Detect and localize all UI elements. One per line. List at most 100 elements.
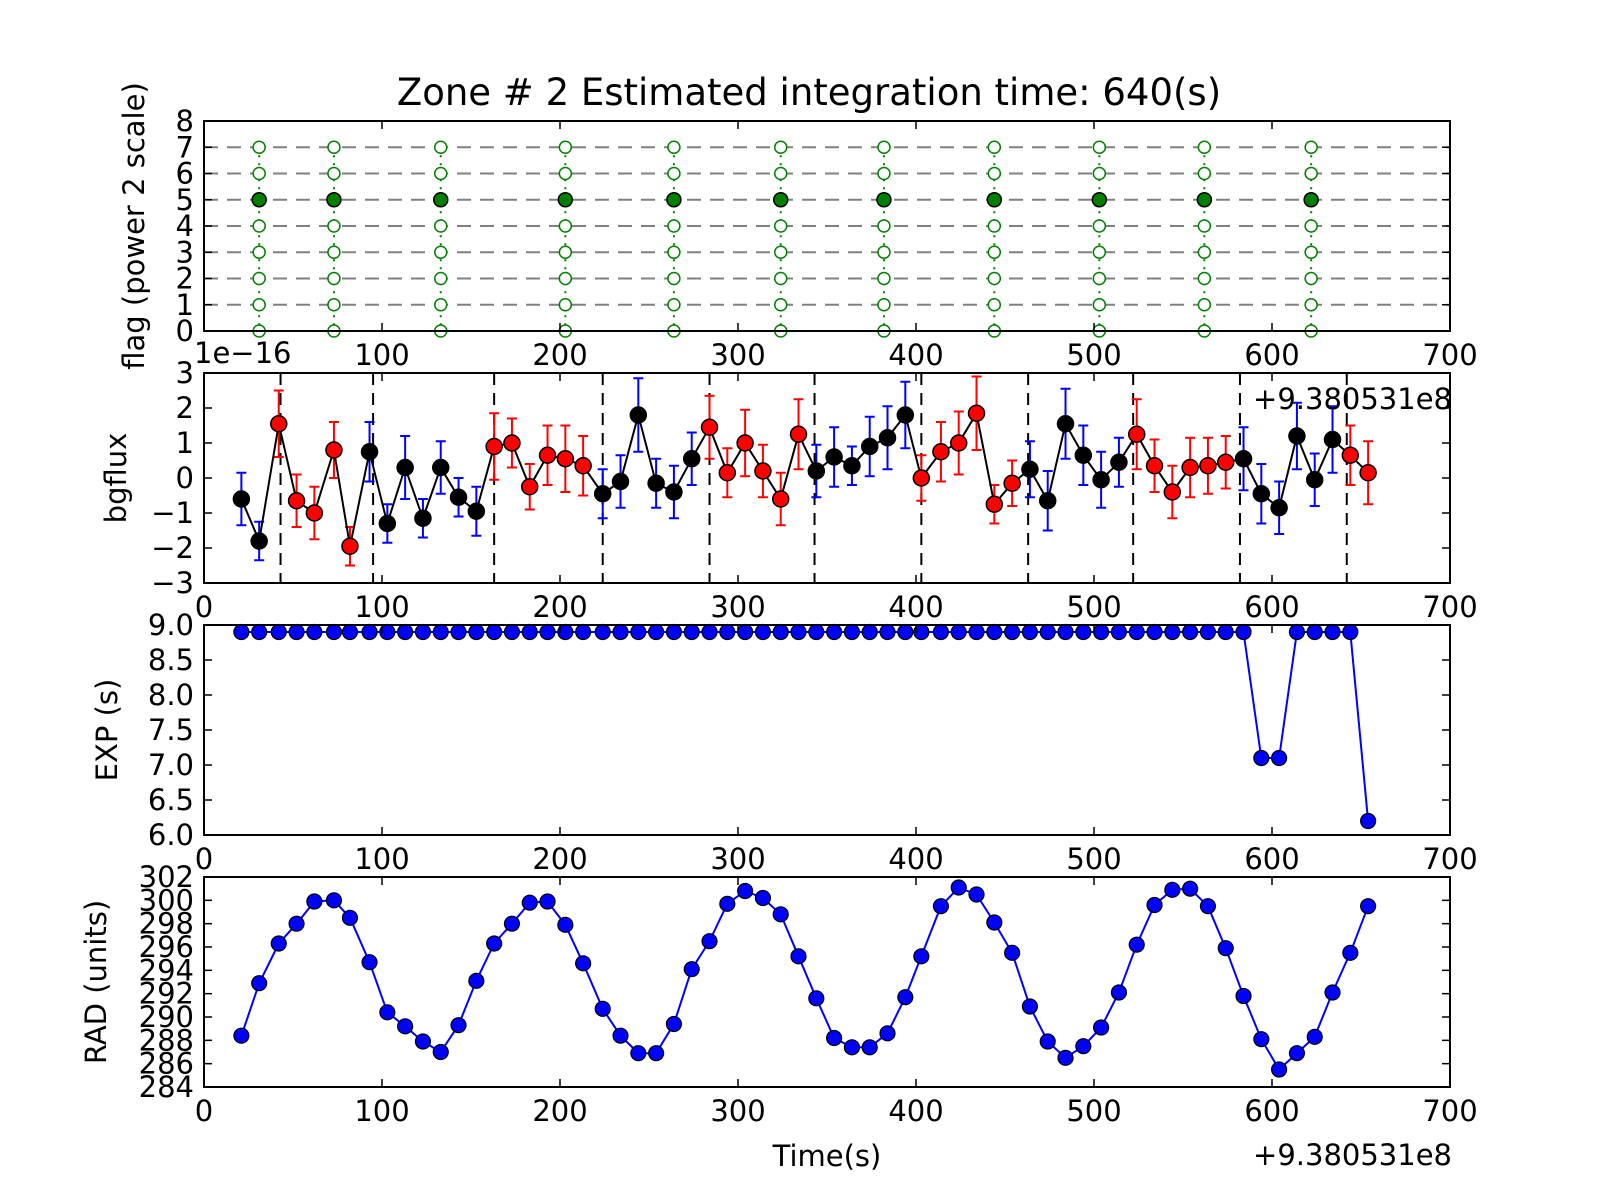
bgflux-point	[878, 429, 897, 447]
exp-point	[1164, 623, 1181, 641]
flag-unset-marker	[252, 219, 266, 233]
x-tick-label: 200	[532, 1094, 587, 1128]
exp-point	[1360, 812, 1377, 830]
y-tick-label: 288	[139, 1023, 194, 1057]
flag-unset-marker	[1304, 166, 1318, 181]
rad-point	[1110, 984, 1128, 1001]
bgflux-point	[1181, 458, 1199, 477]
y-tick-label: 4	[176, 209, 194, 243]
bgflux-point	[1127, 425, 1146, 443]
rad-point	[1235, 987, 1252, 1005]
exp-point	[701, 623, 718, 641]
y-tick-label: 0	[176, 461, 194, 495]
rad-point	[575, 955, 592, 972]
flag-unset-marker	[667, 140, 681, 154]
exp-point	[1021, 623, 1039, 641]
bgflux-point	[396, 458, 414, 477]
flag-unset-marker	[987, 140, 1002, 154]
bgflux-point	[341, 537, 359, 555]
bgflux-point	[912, 469, 931, 487]
bgflux-point	[1199, 457, 1217, 475]
x-tick-label: 700	[1422, 1094, 1477, 1128]
x-tick-label: 700	[1422, 338, 1477, 372]
rad-x-ticks: 0 100 200 300 400 500 600 700	[195, 877, 1478, 1128]
x-tick-label: 100	[354, 1094, 409, 1128]
flag-unset-marker	[667, 166, 681, 181]
y-tick-label: 296	[139, 930, 194, 964]
flag-unset-marker	[327, 298, 341, 312]
bgflux-markers	[232, 404, 1377, 555]
exp-point	[1110, 623, 1128, 641]
exp-point	[1324, 623, 1341, 641]
rad-axes-frame	[203, 876, 1451, 1088]
bgflux-point	[1270, 499, 1288, 517]
rad-point	[325, 892, 343, 909]
rad-point	[1360, 898, 1377, 915]
flag-unset-marker	[877, 271, 891, 286]
flag-unset-marker	[252, 140, 266, 154]
exp-point	[950, 623, 967, 641]
flag-unset-marker	[877, 245, 891, 259]
bgflux-point	[1038, 492, 1057, 510]
flag-unset-marker	[667, 271, 681, 286]
rad-point	[486, 935, 503, 952]
flag-unset-marker	[433, 219, 448, 233]
bgflux-point	[985, 495, 1004, 513]
exp-point	[251, 623, 268, 641]
bgflux-point	[1252, 485, 1271, 503]
flag-x-ticks: 100 200 300 400 500 600 700	[354, 121, 1478, 372]
flag-unset-marker	[433, 140, 448, 154]
exp-point	[1146, 623, 1163, 641]
bgflux-point	[1323, 430, 1342, 449]
rad-point	[843, 1039, 861, 1056]
rad-point	[288, 915, 305, 932]
exp-point	[861, 623, 878, 641]
rad-point	[1146, 896, 1163, 914]
bgflux-point	[682, 450, 701, 468]
bgflux-point	[1234, 450, 1253, 468]
flag-unset-marker	[327, 219, 341, 233]
exp-x-ticks: 0 100 200 300 400 500 600 700	[195, 625, 1478, 876]
bgflux-point	[647, 474, 665, 492]
flag-unset-marker	[773, 245, 788, 259]
rad-xlabel: Time(s)	[772, 1139, 882, 1173]
bgflux-point	[1359, 464, 1377, 482]
rad-point	[826, 1029, 843, 1047]
exp-point	[468, 623, 485, 641]
flag-unset-marker	[773, 271, 788, 286]
exp-point	[737, 623, 754, 641]
rad-point	[450, 1017, 467, 1034]
exp-point	[843, 623, 861, 641]
flag-unset-marker	[327, 271, 341, 286]
bgflux-point	[250, 532, 268, 550]
bgflux-point	[1092, 471, 1110, 489]
flag-unset-marker	[1092, 219, 1107, 233]
y-tick-label: 7.0	[148, 748, 194, 782]
flag-unset-marker	[558, 271, 573, 286]
bgflux-point	[1003, 474, 1021, 492]
y-tick-label: 2	[176, 391, 194, 425]
bgflux-series-line	[240, 410, 1369, 547]
y-tick-label: 298	[139, 907, 194, 941]
bgflux-point	[665, 483, 683, 501]
flag-unset-marker	[1092, 166, 1107, 181]
flag-unset-marker	[1092, 298, 1107, 312]
flag-unset-marker	[558, 245, 573, 259]
flag-markers	[251, 140, 1319, 338]
y-tick-label: −3	[151, 566, 194, 600]
exp-point	[1235, 623, 1252, 641]
bgflux-point	[593, 485, 612, 503]
flag-unset-marker	[987, 271, 1002, 286]
y-tick-label: 292	[139, 977, 194, 1011]
flag-unset-marker	[1197, 140, 1212, 154]
bgflux-point	[556, 450, 575, 468]
bgflux-point	[825, 448, 843, 466]
exp-point	[1288, 623, 1306, 641]
bgflux-point	[771, 490, 790, 508]
rad-point	[986, 914, 1003, 931]
exp-point	[772, 623, 789, 641]
y-tick-label: 300	[139, 883, 194, 917]
exp-point	[612, 623, 629, 641]
rad-point	[754, 889, 772, 907]
